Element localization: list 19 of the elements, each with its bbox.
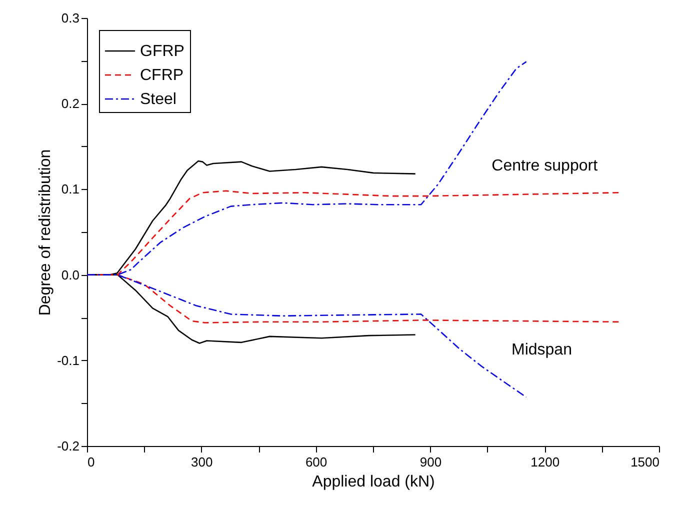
y-tick-label: 0.2 [61,96,80,112]
x-tick-label: 600 [305,454,328,470]
y-axis-title: Degree of redistribution [37,149,54,316]
y-tick-label: 0.0 [61,267,80,282]
annotation: Centre support [492,158,598,175]
y-tick-label: -0.1 [57,352,80,368]
legend-label: CFRP [140,67,184,84]
x-tick-label: 900 [420,454,442,470]
x-tick-label: 1500 [630,454,660,470]
x-tick-label: 0 [88,454,95,470]
legend-label: GFRP [140,43,184,60]
x-tick-label: 1200 [530,454,560,470]
legend-label: Steel [140,91,176,108]
x-tick-label: 300 [191,454,213,470]
y-tick-label: -0.2 [57,438,80,454]
annotation: Midspan [512,342,572,359]
y-tick-label: 0.1 [61,182,80,197]
y-tick-label: 0.3 [61,10,80,26]
x-axis-title: Applied load (kN) [312,474,435,490]
